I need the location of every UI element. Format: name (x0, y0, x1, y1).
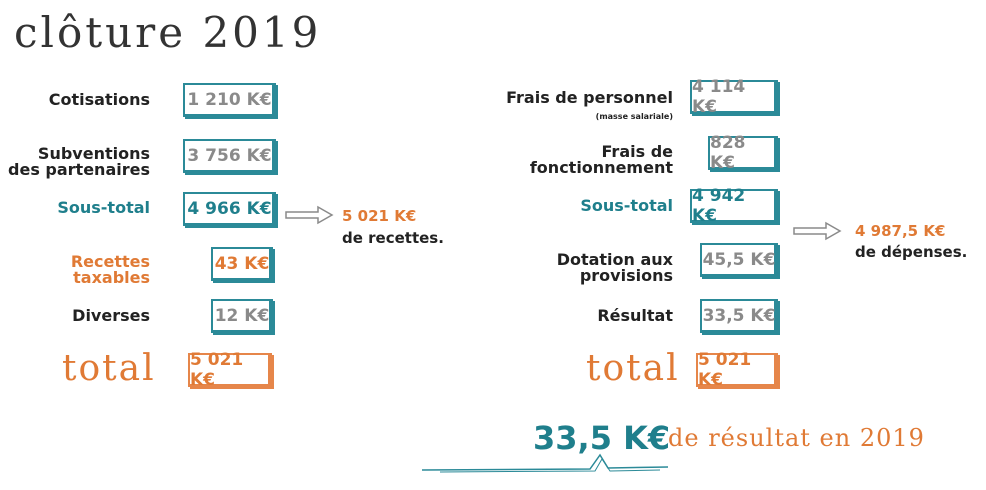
result-text: de résultat en 2019 (668, 424, 925, 452)
value-box-frais-fonctionnement: 828 K€ (708, 133, 778, 173)
value-box-diverses: 12 K€ (211, 299, 273, 333)
arrow-right-icon (285, 205, 334, 225)
value-box-sous-total-right: 4 942 K€ (690, 186, 778, 226)
label-fonctionnement-line2: fonctionnement (529, 158, 673, 177)
wave-underline (421, 453, 669, 473)
total-label-left: total (62, 348, 156, 389)
value-frais-fonctionnement: 828 K€ (710, 133, 746, 173)
summary-text-recettes: de recettes. (342, 229, 444, 247)
value-dotation: 45,5 K€ (702, 250, 776, 270)
label-frais-fonctionnement: Frais de fonctionnement (530, 144, 673, 176)
label-dotation-line1: Dotation aux (556, 250, 673, 269)
label-fonctionnement-line1: Frais de (601, 142, 673, 161)
label-recettes-taxables: Recettes taxables (71, 254, 150, 286)
value-recettes-taxables: 43 K€ (214, 254, 270, 274)
label-subventions: Subventions des partenaires (8, 146, 150, 178)
total-label-right: total (586, 348, 680, 389)
value-cotisations: 1 210 K€ (187, 90, 272, 110)
label-sous-total-right: Sous-total (580, 196, 673, 215)
total-value-right: 5 021 K€ (698, 350, 752, 390)
label-sous-total-left: Sous-total (57, 198, 150, 217)
summary-text-depenses: de dépenses. (855, 243, 968, 261)
value-box-sous-total-left: 4 966 K€ (183, 192, 276, 226)
sublabel-masse-salariale: (masse salariale) (595, 112, 673, 121)
value-box-frais-personnel: 4 114 K€ (690, 77, 778, 117)
label-dotation-line2: provisions (579, 266, 673, 285)
value-box-cotisations: 1 210 K€ (183, 83, 276, 117)
label-recettes-line1: Recettes (70, 252, 150, 271)
value-subventions: 3 756 K€ (187, 146, 272, 166)
value-frais-personnel: 4 114 K€ (692, 77, 746, 117)
value-resultat: 33,5 K€ (702, 306, 776, 326)
total-box-right: 5 021 K€ (696, 350, 778, 390)
result-amount: 33,5 K€ (533, 419, 671, 457)
label-frais-personnel: Frais de personnel (506, 88, 673, 107)
label-cotisations: Cotisations (48, 90, 150, 109)
page-title: clôture 2019 (14, 8, 322, 57)
label-resultat: Résultat (597, 306, 673, 325)
label-subventions-line1: Subventions (37, 144, 150, 163)
label-recettes-line2: taxables (73, 268, 150, 287)
total-value-left: 5 021 K€ (190, 350, 244, 390)
total-box-left: 5 021 K€ (188, 350, 272, 390)
summary-amount-recettes: 5 021 K€ (342, 207, 417, 225)
value-sous-total-right: 4 942 K€ (692, 186, 746, 226)
label-diverses: Diverses (72, 306, 150, 325)
value-sous-total-left: 4 966 K€ (187, 199, 272, 219)
value-box-resultat: 33,5 K€ (700, 299, 778, 333)
summary-amount-depenses: 4 987,5 K€ (855, 222, 946, 240)
value-box-dotation: 45,5 K€ (700, 243, 778, 277)
value-diverses: 12 K€ (214, 306, 270, 326)
value-box-recettes-taxables: 43 K€ (211, 247, 273, 281)
label-dotation: Dotation aux provisions (557, 252, 673, 284)
label-subventions-line2: des partenaires (8, 160, 150, 179)
value-box-subventions: 3 756 K€ (183, 139, 276, 173)
arrow-right-icon (793, 221, 842, 241)
